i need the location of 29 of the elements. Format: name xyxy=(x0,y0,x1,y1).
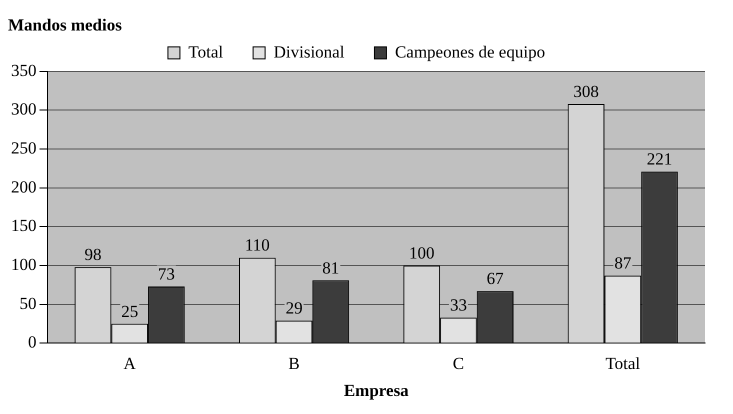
x-tick-label: B xyxy=(288,354,300,373)
chart-title: Mandos medios xyxy=(8,16,122,35)
data-label: 110 xyxy=(244,236,270,255)
data-label: 100 xyxy=(408,244,434,263)
data-label: 73 xyxy=(158,264,175,284)
x-tick-label: A xyxy=(124,354,137,373)
data-label: 81 xyxy=(322,258,340,278)
x-tick-label: Total xyxy=(605,354,640,373)
legend-label: Campeones de equipo xyxy=(394,42,546,62)
y-tick-label: 300 xyxy=(11,100,36,119)
data-label: 67 xyxy=(486,269,504,288)
y-tick-label: 350 xyxy=(11,60,36,80)
y-tick-label: 100 xyxy=(11,255,36,274)
data-label: 33 xyxy=(450,296,467,315)
x-axis-title: Empresa xyxy=(344,381,410,400)
data-label: 221 xyxy=(646,150,672,169)
legend-label: Total xyxy=(188,42,224,62)
data-label: 29 xyxy=(286,298,303,318)
data-label: 308 xyxy=(573,82,599,101)
y-tick-label: 200 xyxy=(11,177,36,196)
x-tick-label: C xyxy=(452,354,464,373)
data-label: 25 xyxy=(121,302,138,321)
y-tick-label: 250 xyxy=(11,138,36,158)
y-tick-label: 0 xyxy=(28,332,36,352)
y-tick-label: 50 xyxy=(20,294,36,313)
legend-label: Divisional xyxy=(274,42,345,62)
data-label: 98 xyxy=(84,245,102,264)
data-label: 87 xyxy=(614,254,632,273)
y-tick-label: 150 xyxy=(11,216,36,236)
